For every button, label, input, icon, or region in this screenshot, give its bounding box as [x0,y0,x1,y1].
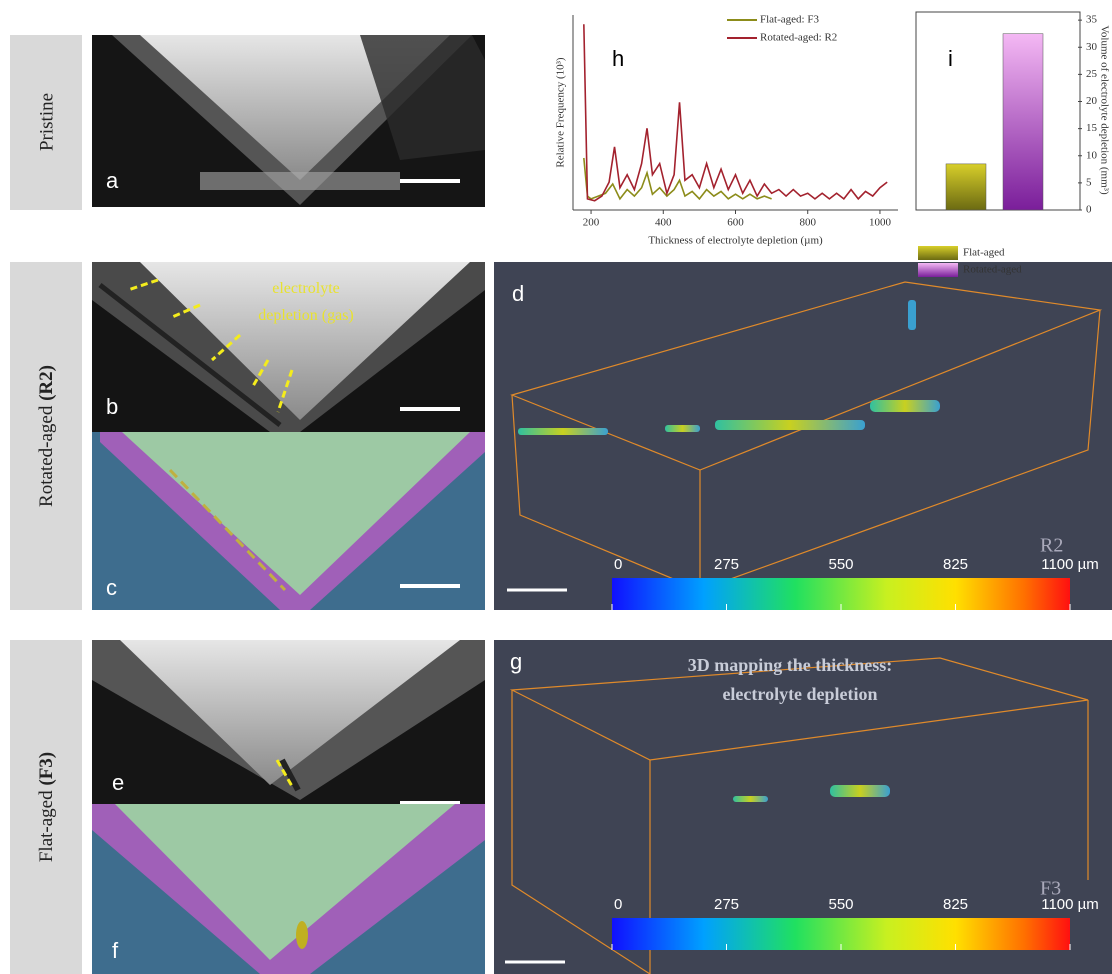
x-tick-label: 400 [655,217,672,229]
panel-letter: g [510,649,522,674]
bar [945,163,987,211]
panel-c: c [92,432,485,610]
legend-label: Flat-aged: F3 [760,14,819,26]
x-tick-label: 200 [583,217,600,229]
colorbar-label: 0 [614,556,622,573]
y-tick-label: 15 [1086,122,1098,134]
legend-label: Rotated-aged [963,264,1022,276]
panel-a: a [92,35,485,207]
y-axis-label: Volume of electrolyte depletion (mm³) [1098,25,1110,195]
row-strip [10,35,82,210]
y-tick-label: 30 [1086,41,1098,53]
panel-f: f [92,804,485,974]
colorbar-label: 825 [943,896,968,913]
panel-b: electrolyte depletion (gas) b [92,262,485,432]
sample-label: F3 [1040,878,1061,900]
data-line [583,24,888,202]
colorbar-label: 825 [943,556,968,573]
x-tick-label: 600 [727,217,744,229]
colorbar-label: 550 [828,896,853,913]
colorbar-label: 275 [714,896,739,913]
x-tick-label: 1000 [869,217,892,229]
y-tick-label: 20 [1086,95,1098,107]
panel-letter: h [612,46,624,71]
chart-frame [915,11,1081,211]
panel-letter: f [112,938,119,963]
annotation: 3D mapping the thickness: electrolyte dep… [688,655,893,704]
row-label: Pristine [36,93,57,151]
colorbar-label: 1100 µm [1041,896,1099,913]
panel-letter: d [512,281,524,306]
colorbar-label: 0 [614,896,622,913]
annotation: electrolyte depletion (gas) [258,280,354,324]
row-strip [10,640,82,974]
panel-d: R2 d [494,262,1112,610]
row-strip [10,262,82,610]
panel-letter: e [112,770,124,795]
legend-label: Rotated-aged: R2 [760,32,837,44]
panel-e: e [92,640,485,805]
y-tick-label: 10 [1086,149,1098,161]
x-tick-label: 800 [799,217,816,229]
panel-letter: a [106,168,119,193]
x-axis-label: Thickness of electrolyte depletion (µm) [648,235,823,247]
panel-letter: i [948,46,953,71]
bar [1002,33,1044,211]
y-tick-label: 5 [1086,176,1092,188]
colorbar-label: 275 [714,556,739,573]
colorbar-label: 550 [828,556,853,573]
y-tick-label: 25 [1086,68,1098,80]
panel-letter: b [106,394,118,419]
colorbar-label: 1100 µm [1041,556,1099,573]
legend-swatch [918,263,958,277]
legend-label: Flat-aged [963,247,1005,259]
y-tick-label: 35 [1086,14,1098,26]
y-tick-label: 0 [1086,204,1092,216]
panel-letter: c [106,575,117,600]
sample-label: R2 [1040,535,1063,557]
legend-swatch [918,246,958,260]
row-label: Rotated-aged (R2) [36,365,57,507]
y-axis-label: Relative Frequency (10³) [555,57,567,168]
row-label: Flat-aged (F3) [36,752,57,862]
data-line [583,157,772,201]
